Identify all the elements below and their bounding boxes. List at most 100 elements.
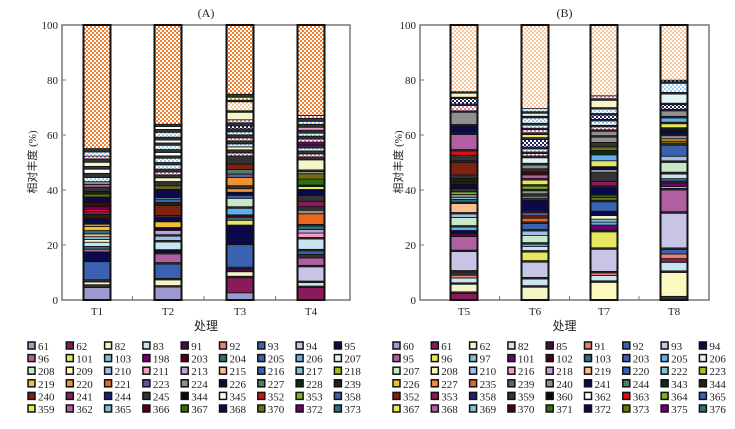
- bar-segment: [450, 232, 478, 237]
- legend-item: 211: [142, 366, 169, 378]
- bar-segment: [590, 196, 618, 201]
- legend-label: 60: [403, 341, 415, 353]
- legend-item: 91: [180, 341, 202, 353]
- legend-label: 82: [518, 341, 529, 353]
- bar-segment: [450, 161, 478, 176]
- bar-segment: [83, 233, 111, 238]
- legend-swatch: [257, 353, 266, 363]
- panel-a: (A) 0 20 40 60 80 100 相对丰度 (%) 处理 T1 T2 T3 T4 61 62 82 8…: [25, 6, 361, 416]
- bar-segment: [154, 286, 182, 301]
- legend-swatch: [103, 341, 113, 350]
- legend-label: 369: [480, 404, 497, 416]
- legend-swatch: [103, 366, 113, 375]
- legend-label: 227: [441, 379, 458, 391]
- legend-item: 241: [583, 379, 611, 391]
- legend-label: 226: [230, 379, 247, 391]
- legend-item: 97: [468, 353, 491, 366]
- bar-segment: [154, 202, 182, 206]
- legend-item: 101: [65, 354, 93, 366]
- legend-swatch: [507, 353, 516, 363]
- legend-swatch: [545, 404, 554, 413]
- bar-T5: [449, 24, 479, 301]
- y-tick-label: 0: [53, 295, 59, 307]
- legend-swatch: [430, 353, 440, 363]
- legend-item: 358: [333, 391, 361, 403]
- legend-label: 226: [403, 379, 420, 391]
- legend-label: 216: [518, 366, 535, 378]
- bar-segment: [83, 230, 111, 235]
- legend-swatch: [468, 404, 478, 413]
- legend-item: 218: [333, 366, 361, 378]
- bar-segment: [154, 129, 182, 133]
- x-tick-label: T6: [529, 306, 542, 318]
- bar-outline: [449, 24, 479, 301]
- legend-label: 101: [518, 354, 535, 366]
- bar-segment: [521, 278, 549, 287]
- bar-segment: [297, 186, 325, 190]
- legend-label: 95: [403, 354, 415, 366]
- bar-segment: [590, 215, 618, 220]
- legend-label: 207: [403, 366, 420, 378]
- legend-label: 368: [230, 404, 247, 416]
- bar-segment: [297, 138, 325, 143]
- legend-item: 208: [430, 366, 458, 378]
- bar-segment: [660, 117, 688, 123]
- legend-swatch: [103, 391, 113, 401]
- bar-segment: [521, 139, 549, 148]
- bar-segment: [590, 281, 618, 301]
- bar-segment: [521, 171, 549, 176]
- bar-segment: [590, 120, 618, 126]
- bar-segment: [226, 207, 254, 216]
- bar-segment: [297, 206, 325, 211]
- legend-item: 207: [392, 366, 420, 378]
- legend-item: 205: [660, 354, 688, 366]
- legend-label: 227: [268, 379, 285, 391]
- bar-segment: [660, 24, 688, 81]
- legend-label: 353: [306, 391, 323, 403]
- bar-segment: [450, 105, 478, 112]
- bar-segment: [83, 211, 111, 215]
- bar-segment: [226, 224, 254, 246]
- legend-swatch: [468, 379, 478, 388]
- legend-label: 218: [344, 366, 361, 378]
- legend-label: 222: [671, 366, 688, 378]
- bar-segment: [297, 156, 325, 161]
- legend-swatch: [257, 379, 266, 388]
- legend-item: 210: [103, 366, 132, 378]
- bar-segment: [83, 190, 111, 195]
- bar-segment: [660, 249, 688, 255]
- bar-segment: [590, 160, 618, 168]
- legend-swatch: [27, 404, 36, 413]
- legend-label: 210: [480, 366, 497, 378]
- legend-item: 96: [27, 354, 50, 366]
- bar-segment: [590, 146, 618, 151]
- bar-segment: [83, 281, 111, 286]
- bar-segment: [154, 279, 182, 287]
- legend-item: 244: [622, 379, 650, 391]
- legend-label: 362: [76, 404, 93, 416]
- bar-segment: [83, 168, 111, 174]
- legend-item: 207: [333, 354, 361, 366]
- bar-T8: [659, 24, 689, 301]
- legend-item: 215: [218, 366, 247, 378]
- bar-segment: [226, 137, 254, 142]
- legend-item: 218: [545, 366, 573, 378]
- bar-segment: [590, 224, 618, 231]
- legend-swatch: [545, 379, 554, 388]
- bar-segment: [660, 212, 688, 249]
- bar-segment: [83, 251, 111, 263]
- bar-segment: [83, 248, 111, 253]
- legend-label: 352: [403, 391, 420, 403]
- bar-segment: [660, 182, 688, 187]
- legend-label: 363: [633, 391, 650, 403]
- legend-item: 239: [507, 379, 535, 391]
- bar-segment: [297, 123, 325, 128]
- y-tick-label: 80: [405, 75, 417, 87]
- bar-segment: [660, 261, 688, 272]
- legend-swatch: [295, 404, 304, 413]
- legend-swatch: [468, 353, 478, 363]
- bar-segment: [450, 181, 478, 185]
- legend-label: 235: [480, 379, 497, 391]
